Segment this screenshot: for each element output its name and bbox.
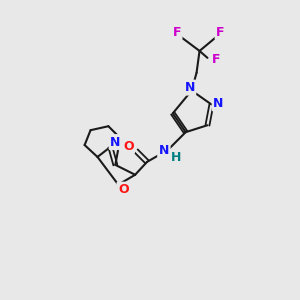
Text: F: F — [172, 26, 181, 39]
Text: F: F — [212, 53, 220, 66]
Text: N: N — [159, 143, 169, 157]
Text: H: H — [171, 152, 181, 164]
Text: O: O — [118, 183, 129, 196]
Text: O: O — [123, 140, 134, 152]
Text: N: N — [110, 136, 121, 148]
Text: N: N — [184, 81, 195, 94]
Text: F: F — [216, 26, 225, 39]
Text: N: N — [213, 97, 224, 110]
